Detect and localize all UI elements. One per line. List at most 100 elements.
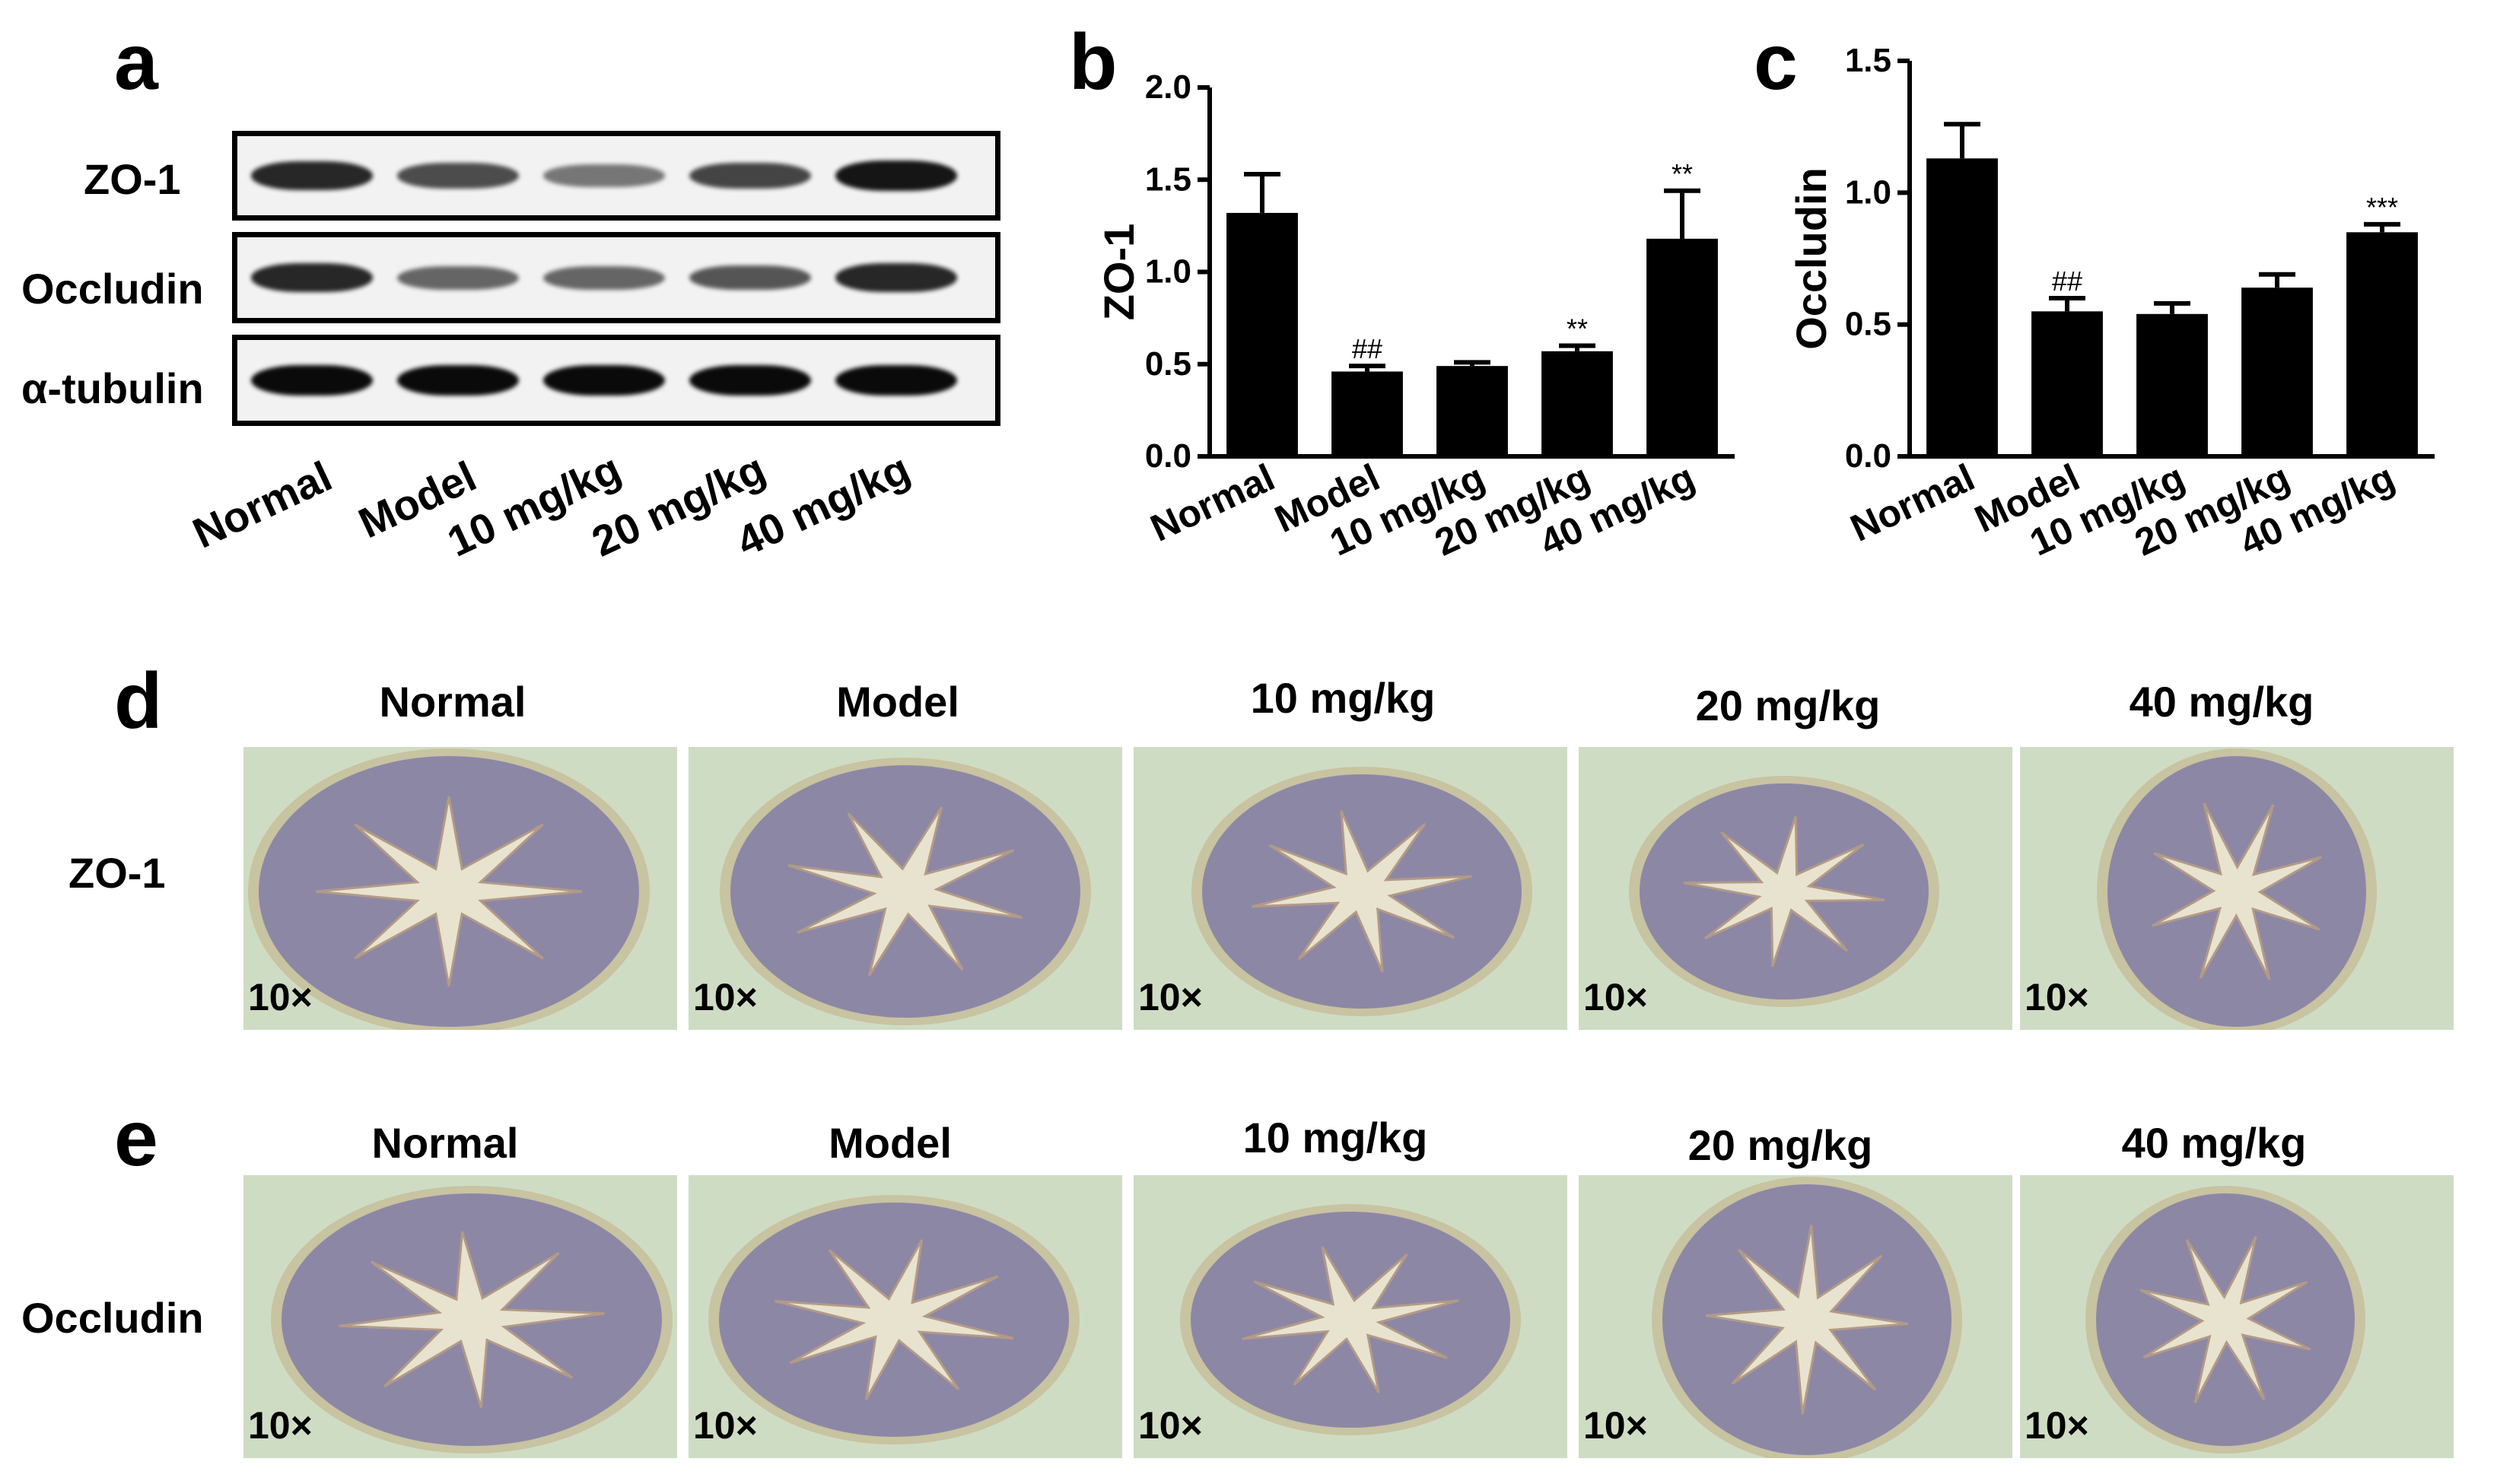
tissue-section (1191, 767, 1532, 1016)
panel-label-a: a (114, 18, 158, 106)
panel-label-d: d (114, 657, 163, 745)
blot-band (543, 365, 665, 396)
tissue-lumen (1242, 1246, 1459, 1393)
histology-image: 10× (1579, 747, 2012, 1030)
bar (1436, 366, 1508, 456)
significance-mark: ** (1567, 313, 1588, 345)
blot-band (397, 265, 519, 290)
magnification-label: 10× (2025, 976, 2089, 1018)
tissue-lumen (2152, 802, 2322, 980)
tissue-lumen (1252, 810, 1472, 973)
tissue-section (720, 758, 1091, 1025)
tissue-section (708, 1195, 1080, 1444)
blot-band (835, 160, 957, 191)
blot-band (543, 164, 665, 187)
tissue-lumen (1705, 1225, 1909, 1415)
histology-col-label: 20 mg/kg (1687, 1121, 1873, 1169)
bar (1331, 371, 1403, 456)
y-tick-label: 0.5 (1845, 306, 1891, 343)
significance-mark: ## (2052, 265, 2082, 297)
panel-label-e: e (114, 1095, 158, 1183)
blot-band (835, 365, 957, 396)
blot-band (397, 365, 519, 396)
tissue-section (248, 748, 650, 1030)
tissue-section (1180, 1204, 1521, 1435)
tissue-section (2097, 748, 2377, 1030)
tissue-lumen (339, 1231, 605, 1409)
significance-mark: *** (2366, 192, 2398, 223)
blot-row-label-zo1: ZO-1 (84, 155, 181, 203)
histology-col-label: Normal (379, 678, 526, 726)
histology-col-label: 40 mg/kg (2121, 1119, 2307, 1167)
histology-image: 10× (243, 747, 677, 1030)
histology-col-label: Normal (371, 1119, 519, 1167)
y-tick-label: 1.5 (1845, 42, 1891, 79)
histology-image: 10× (1579, 1175, 2012, 1458)
tissue-lumen (2139, 1235, 2311, 1404)
histology-image: 10× (243, 1175, 677, 1458)
histology-image: 10× (2020, 1175, 2454, 1458)
y-tick-label: 1.5 (1145, 160, 1191, 198)
magnification-label: 10× (1583, 1404, 1648, 1447)
histology-row-label-occludin: Occludin (21, 1294, 204, 1342)
histology-image: 10× (1134, 1175, 1567, 1458)
y-tick-label: 0.0 (1145, 437, 1191, 475)
blot-band (543, 265, 665, 290)
magnification-label: 10× (1138, 976, 1203, 1018)
tissue-section (271, 1186, 673, 1454)
histology-image: 10× (689, 747, 1122, 1030)
significance-mark: ** (1672, 158, 1693, 189)
bar (1646, 238, 1718, 456)
blot-band (689, 265, 811, 291)
blot-band (251, 365, 373, 396)
magnification-label: 10× (2025, 1404, 2089, 1447)
magnification-label: 10× (248, 976, 313, 1018)
histology-col-label: 10 mg/kg (1242, 1114, 1428, 1161)
magnification-label: 10× (693, 1404, 758, 1447)
y-tick-label: 2.0 (1145, 68, 1191, 106)
bar (2346, 232, 2418, 456)
blot-band (397, 163, 519, 189)
blot-band (689, 365, 811, 396)
magnification-label: 10× (1583, 976, 1648, 1018)
y-tick-label: 0.5 (1145, 345, 1191, 383)
histology-col-label: 20 mg/kg (1695, 682, 1881, 729)
blot-lane-label: Normal (185, 451, 339, 558)
histology-col-label: 10 mg/kg (1250, 674, 1436, 722)
tissue-lumen (315, 796, 583, 987)
tissue-section (2085, 1186, 2365, 1454)
tissue-section (1652, 1177, 1962, 1458)
blot-band (689, 162, 811, 189)
y-tick-label: 0.0 (1845, 437, 1891, 475)
histology-image: 10× (1134, 747, 1567, 1030)
y-tick-label: 1.0 (1845, 173, 1891, 211)
tissue-section (1629, 776, 1939, 1007)
histology-image: 10× (2020, 747, 2454, 1030)
blot-band (251, 161, 373, 190)
y-tick-label: 1.0 (1145, 253, 1191, 291)
blot-row-label-tubulin: α-tubulin (21, 364, 204, 412)
bar (1226, 212, 1298, 456)
magnification-label: 10× (1138, 1404, 1203, 1447)
bar (2031, 311, 2103, 456)
histology-image: 10× (689, 1175, 1122, 1458)
tissue-lumen (774, 1239, 1014, 1400)
tissue-lumen (1683, 815, 1885, 968)
panel-label-b: b (1069, 18, 1118, 106)
magnification-label: 10× (693, 976, 758, 1018)
blot-band (251, 263, 373, 292)
bar (2241, 288, 2313, 456)
histology-col-label: 40 mg/kg (2129, 678, 2314, 726)
panel-label-c: c (1754, 18, 1798, 106)
histology-row-label-zo1: ZO-1 (68, 849, 166, 897)
y-axis-label: ZO-1 (1095, 224, 1143, 321)
magnification-label: 10× (248, 1404, 313, 1447)
y-axis-label: Occludin (1787, 167, 1835, 350)
blot-band (835, 263, 957, 292)
histology-col-label: Model (836, 678, 959, 726)
bar (2136, 313, 2208, 456)
histology-col-label: Model (829, 1119, 952, 1167)
bar (1926, 158, 1998, 456)
